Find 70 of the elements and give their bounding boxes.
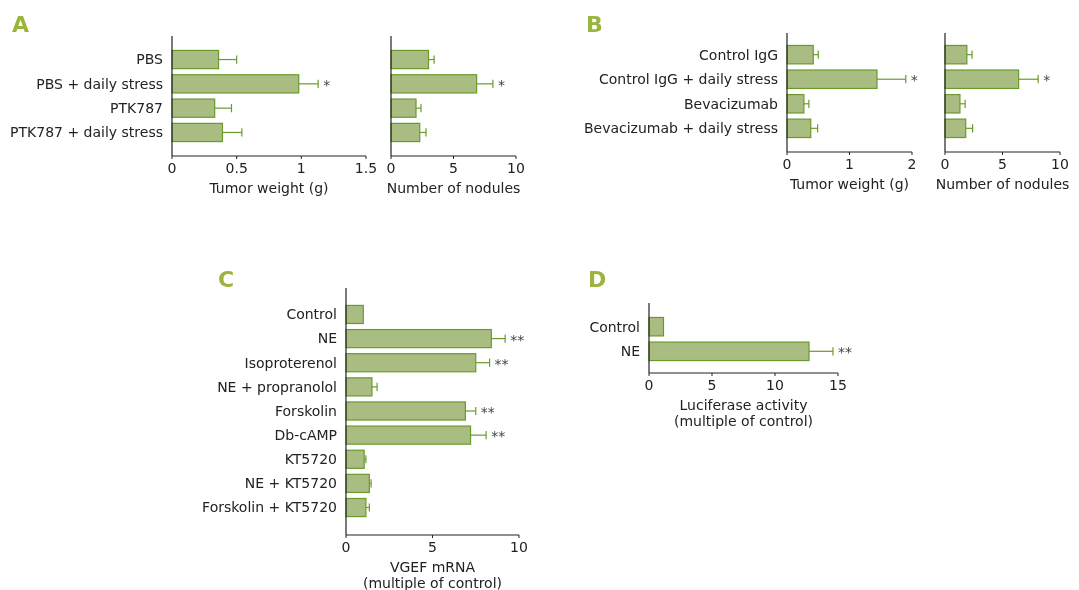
x-tick-label: 10 [766,377,784,393]
y-tick-label: Control IgG [699,46,778,63]
annotation: ** [491,428,506,445]
bar [345,377,373,397]
x-tick-label: 5 [707,377,717,393]
annotation: * [497,76,505,93]
x-tick-label: 5 [449,160,458,176]
annotation: * [910,72,918,89]
bar [786,93,805,114]
x-tick-label: 0 [782,156,792,172]
y-tick-label: Control [589,318,640,335]
annotation: ** [480,404,495,420]
y-tick-label: Control IgG + daily stress [599,71,778,88]
y-tick-label: PTK787 + daily stress [10,124,163,141]
x-tick-label: 1 [296,160,306,176]
x-tick-label: 1 [845,156,854,172]
y-tick-label: Bevacizumab [684,95,779,112]
bar [944,93,961,114]
x-tick-label: 0 [644,377,654,393]
bar [390,122,421,143]
bar [345,304,364,325]
bar [390,98,417,118]
bar [786,44,814,65]
x-tick-label: 0.5 [225,160,248,176]
y-tick-label: Forskolin + KT5720 [202,499,337,516]
y-tick-label: PBS + daily stress [36,75,163,92]
bar [345,473,370,494]
annotation: * [323,76,331,93]
x-tick-label: 0 [341,539,351,555]
y-tick-label: KT5720 [284,451,337,468]
x-tick-label: 5 [428,539,437,555]
x-axis-title: Tumor weight (g) [208,180,329,196]
y-tick-label: PBS [136,51,164,68]
x-tick-label: 0 [386,160,396,176]
y-tick-label: Bevacizumab + daily stress [583,120,778,137]
chart-title: D [588,267,607,292]
x-tick-label: 2 [907,156,917,172]
chart-title: C [218,267,235,292]
bar [944,44,968,65]
x-tick-label: 10 [1051,156,1069,172]
x-tick-label: 15 [829,377,847,393]
y-tick-label: NE + propranolol [217,378,337,395]
y-tick-label: Forskolin [275,402,337,419]
y-tick-label: NE [317,330,337,347]
x-tick-label: 1.5 [354,160,378,176]
y-tick-label: NE + KT5720 [244,475,337,492]
y-tick-label: Isoproterenol [244,354,337,371]
bar [390,49,430,70]
bar [345,497,367,518]
x-axis-title: Tumor weight (g) [788,176,910,192]
bar [345,449,365,469]
chart-title: A [12,12,30,37]
annotation: ** [837,344,852,361]
x-tick-label: 0 [940,156,950,172]
x-axis-title: VGEF mRNA (multiple of control) [362,559,503,590]
y-tick-label: PTK787 [110,100,163,117]
x-tick-label: 0 [167,160,177,176]
x-axis-title: Luciferase activity (multiple of control) [673,397,814,429]
x-axis-title: Number of nodules [386,180,521,196]
text: B [586,12,603,37]
annotation: ** [494,355,509,372]
y-tick-label: Control [286,306,337,323]
y-tick-label: Db-cAMP [274,427,337,444]
y-tick-label: NE [620,343,640,360]
annotation: ** [510,331,525,348]
x-axis-title: Number of nodules [935,176,1070,192]
x-tick-label: 10 [510,539,528,555]
x-tick-label: 10 [507,160,525,176]
x-tick-label: 5 [998,156,1007,172]
annotation: * [1043,72,1051,89]
